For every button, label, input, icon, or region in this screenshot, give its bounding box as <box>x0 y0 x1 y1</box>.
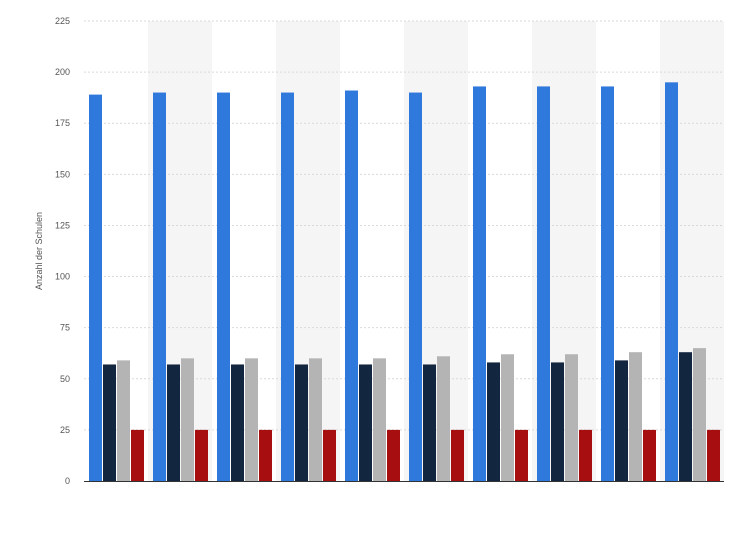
y-tick-label-100: 100 <box>55 272 70 282</box>
y-tick-label-0: 0 <box>65 476 70 486</box>
bar-series4-cat1 <box>131 429 144 481</box>
bar-series2-cat1 <box>103 364 116 481</box>
y-axis-tick-labels: 0 25 50 75 100 125 150 175 200 225 <box>55 16 70 486</box>
bar-series1-cat1 <box>89 94 102 481</box>
bar-series4-cat5 <box>387 429 400 481</box>
bar-series3-cat5 <box>373 358 386 481</box>
bar-series3-cat7 <box>501 354 514 481</box>
bar-series1-cat5 <box>345 90 358 481</box>
bar-series1-cat6 <box>409 92 422 482</box>
y-tick-label-25: 25 <box>60 425 70 435</box>
bar-series3-cat8 <box>565 354 578 481</box>
y-tick-label-225: 225 <box>55 16 70 26</box>
bar-series2-cat5 <box>359 364 372 481</box>
bar-series4-cat8 <box>579 429 592 481</box>
bar-series2-cat10 <box>679 352 692 481</box>
bar-series1-cat3 <box>217 92 230 482</box>
bar-series2-cat4 <box>295 364 308 481</box>
bar-series3-cat4 <box>309 358 322 481</box>
y-tick-label-175: 175 <box>55 118 70 128</box>
bar-series3-cat9 <box>629 352 642 481</box>
bar-series4-cat10 <box>707 429 720 481</box>
bar-series3-cat6 <box>437 356 450 481</box>
y-tick-label-200: 200 <box>55 67 70 77</box>
bar-series2-cat6 <box>423 364 436 481</box>
bar-series3-cat10 <box>693 348 706 481</box>
bar-series1-cat4 <box>281 92 294 482</box>
bar-series3-cat3 <box>245 358 258 481</box>
bar-series4-cat4 <box>323 429 336 481</box>
y-tick-label-75: 75 <box>60 323 70 333</box>
bar-series2-cat2 <box>167 364 180 481</box>
bar-series2-cat7 <box>487 362 500 481</box>
bar-series4-cat2 <box>195 429 208 481</box>
bar-series4-cat3 <box>259 429 272 481</box>
bar-series4-cat9 <box>643 429 656 481</box>
bar-series2-cat3 <box>231 364 244 481</box>
y-tick-label-150: 150 <box>55 169 70 179</box>
bar-series3-cat2 <box>181 358 194 481</box>
bar-series1-cat9 <box>601 86 614 481</box>
bar-series3-cat1 <box>117 360 130 481</box>
bar-series2-cat9 <box>615 360 628 481</box>
bar-series1-cat2 <box>153 92 166 482</box>
y-tick-label-50: 50 <box>60 374 70 384</box>
bar-series1-cat8 <box>537 86 550 481</box>
bar-series-group <box>89 82 720 482</box>
y-tick-label-125: 125 <box>55 220 70 230</box>
bar-series4-cat6 <box>451 429 464 481</box>
bar-series1-cat10 <box>665 82 678 481</box>
y-axis-title: Anzahl der Schulen <box>34 212 44 290</box>
bar-series2-cat8 <box>551 362 564 481</box>
bar-series1-cat7 <box>473 86 486 481</box>
bar-series4-cat7 <box>515 429 528 481</box>
